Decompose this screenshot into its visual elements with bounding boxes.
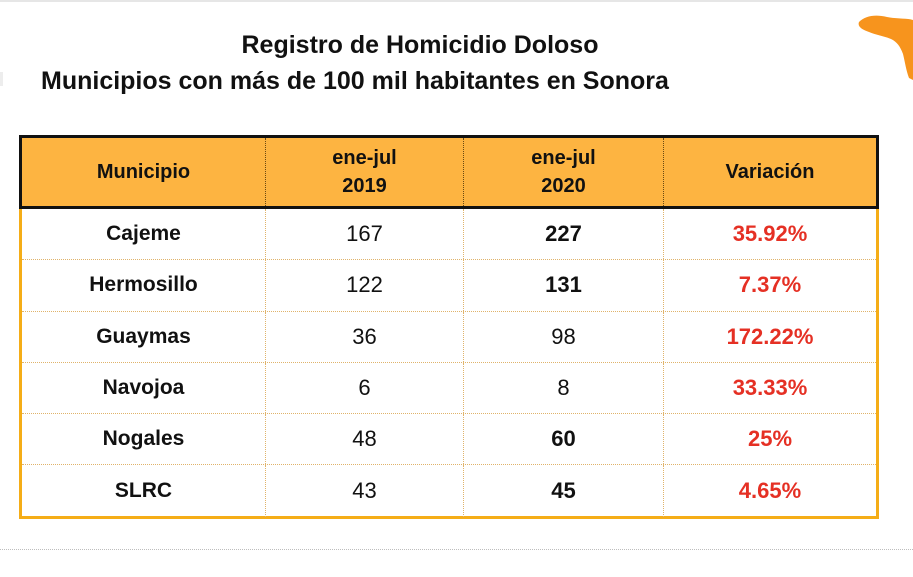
cell-2019: 43 bbox=[266, 465, 464, 517]
header-2020: ene-jul 2020 bbox=[464, 138, 664, 206]
sonora-map-icon bbox=[858, 15, 913, 80]
cell-2020: 98 bbox=[464, 311, 664, 362]
header-2019-year: 2019 bbox=[342, 175, 387, 197]
cell-municipio: SLRC bbox=[22, 465, 266, 517]
cell-municipio: Cajeme bbox=[22, 209, 266, 260]
table-header: Municipio ene-jul 2019 ene-jul 2020 Vari… bbox=[19, 135, 879, 209]
cell-2020: 227 bbox=[464, 209, 664, 260]
left-edge-mark bbox=[0, 72, 3, 86]
cell-2020: 45 bbox=[464, 465, 664, 517]
top-divider bbox=[0, 0, 913, 2]
table-row: Nogales 48 60 25% bbox=[22, 414, 876, 466]
cell-variacion: 172.22% bbox=[726, 323, 814, 349]
cell-variacion: 7.37% bbox=[738, 272, 802, 298]
header-municipio: Municipio bbox=[22, 138, 266, 206]
title-block: Registro de Homicidio Doloso Municipios … bbox=[0, 27, 840, 99]
cell-variacion: 33.33% bbox=[732, 375, 808, 401]
header-2019: ene-jul 2019 bbox=[266, 138, 464, 206]
title-line-1: Registro de Homicidio Doloso bbox=[241, 31, 599, 59]
table-body: Cajeme 167 227 35.92% Hermosillo 122 131… bbox=[22, 209, 876, 517]
homicide-table: Municipio ene-jul 2019 ene-jul 2020 Vari… bbox=[19, 135, 879, 519]
table-row: SLRC 43 45 4.65% bbox=[22, 465, 876, 517]
cell-municipio: Guaymas bbox=[22, 311, 266, 362]
table-row: Navojoa 6 8 33.33% bbox=[22, 362, 876, 415]
header-2020-year: 2020 bbox=[541, 175, 586, 197]
header-2020-period: ene-jul bbox=[531, 147, 596, 169]
table-row: Cajeme 167 227 35.92% bbox=[22, 209, 876, 261]
header-variacion: Variación bbox=[725, 161, 815, 183]
cell-2020: 8 bbox=[464, 362, 664, 414]
title-line-2: Municipios con más de 100 mil habitantes… bbox=[41, 67, 669, 95]
cell-2019: 167 bbox=[266, 209, 464, 260]
cell-variacion: 25% bbox=[747, 426, 793, 452]
cell-2019: 48 bbox=[266, 414, 464, 465]
cell-municipio: Hermosillo bbox=[22, 260, 266, 311]
cell-2019: 6 bbox=[266, 362, 464, 414]
cell-municipio: Nogales bbox=[22, 414, 266, 465]
table-row: Hermosillo 122 131 7.37% bbox=[22, 260, 876, 312]
cell-2019: 36 bbox=[266, 311, 464, 362]
cell-variacion: 4.65% bbox=[738, 478, 802, 504]
cell-municipio: Navojoa bbox=[22, 362, 266, 414]
cell-variacion: 35.92% bbox=[732, 221, 808, 247]
cell-2019: 122 bbox=[266, 260, 464, 311]
table-row: Guaymas 36 98 172.22% bbox=[22, 311, 876, 363]
cell-2020: 131 bbox=[464, 260, 664, 311]
cell-2020: 60 bbox=[464, 414, 664, 465]
bottom-divider bbox=[0, 549, 913, 550]
header-2019-period: ene-jul bbox=[332, 147, 397, 169]
